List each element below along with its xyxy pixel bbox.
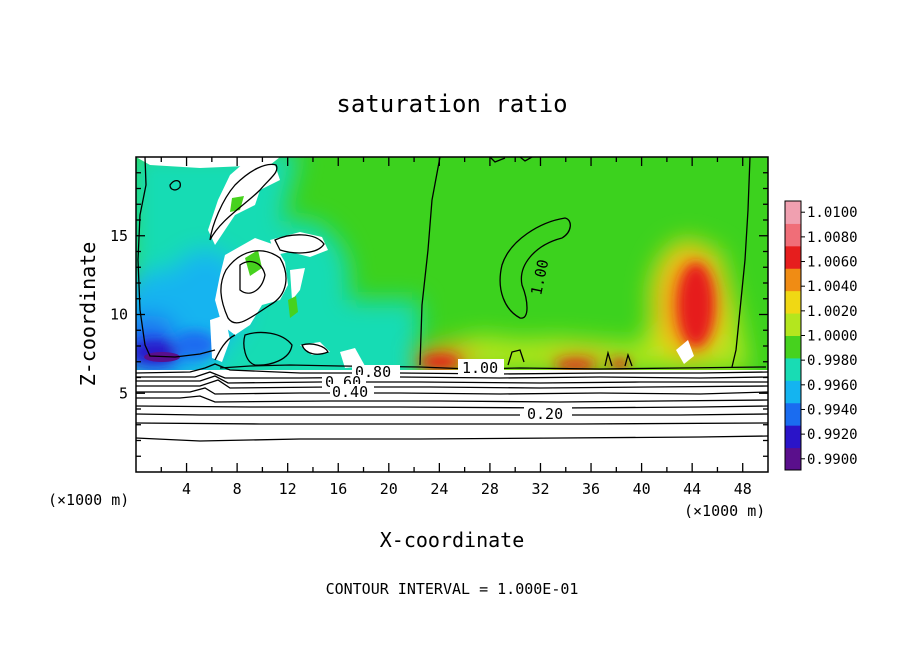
x-tick-label: 24 [430, 480, 448, 498]
x-tick-label: 20 [380, 480, 398, 498]
y-tick-label: 15 [110, 227, 128, 245]
x-unit-left: (×1000 m) [48, 491, 129, 509]
colorbar-label: 0.9980 [807, 353, 858, 369]
colorbar-swatch [785, 447, 801, 471]
contour-label-bg [524, 406, 572, 422]
y-tick-label: 5 [119, 384, 128, 402]
contour-labels: 1.00 1.00 0.80 0.60 0.40 0.20 [322, 258, 572, 423]
colorbar-swatch [785, 425, 801, 449]
contour-lines [136, 157, 768, 442]
contour-label-bg [458, 359, 504, 375]
contour-label-1-00: 1.00 [462, 359, 498, 377]
colorbar: 0.9900 0.9920 0.9940 0.9960 0.9980 1.0000 1.00… [784, 200, 858, 471]
contour-label-bg [330, 384, 374, 397]
x-tick-label: 16 [329, 480, 347, 498]
colorbar-swatch [785, 268, 801, 292]
y-tick-label: 10 [110, 306, 128, 324]
y-axis-label: Z-coordinate [76, 242, 100, 387]
x-tick-label: 8 [233, 480, 242, 498]
colorbar-label: 0.9960 [807, 378, 858, 394]
contour-label-bg [352, 365, 400, 378]
colorbar-label: 1.0100 [807, 205, 858, 221]
colorbar-label: 0.9900 [807, 452, 858, 468]
x-tick-label: 12 [279, 480, 297, 498]
x-tick-label: 48 [734, 480, 752, 498]
x-unit-right: (×1000 m) [684, 502, 765, 520]
colorbar-swatch [785, 313, 801, 336]
colorbar-label: 0.9920 [807, 427, 858, 443]
x-tick-label: 36 [582, 480, 600, 498]
x-axis: 4 8 12 16 20 24 28 32 36 40 44 48 [160, 157, 752, 498]
colorbar-label: 1.0080 [807, 230, 858, 246]
x-tick-label: 44 [683, 480, 701, 498]
colorbar-swatch [785, 335, 801, 359]
colorbar-label: 0.9940 [807, 402, 858, 418]
x-tick-label: 40 [633, 480, 651, 498]
contour-interval-note: CONTOUR INTERVAL = 1.000E-01 [326, 580, 579, 598]
x-tick-label: 32 [531, 480, 549, 498]
colorbar-label: 1.0020 [807, 304, 858, 320]
colorbar-swatch [785, 223, 801, 247]
x-axis-label: X-coordinate [380, 528, 525, 552]
colorbar-swatch [785, 402, 801, 426]
colorbar-swatch [785, 201, 801, 224]
x-tick-label: 4 [182, 480, 191, 498]
colorbar-swatch [785, 380, 801, 404]
chart-title: saturation ratio [336, 90, 567, 118]
x-tick-label: 28 [481, 480, 499, 498]
colorbar-label: 1.0000 [807, 329, 858, 345]
y-axis: 5 10 15 [110, 172, 768, 457]
colorbar-swatch [785, 357, 801, 381]
colorbar-swatch [785, 245, 801, 269]
contour-label-0-40: 0.40 [332, 383, 368, 401]
contour-label-0-20: 0.20 [527, 405, 563, 423]
colorbar-swatch [785, 290, 801, 314]
colorbar-label: 1.0040 [807, 279, 858, 295]
colorbar-label: 1.0060 [807, 255, 858, 271]
